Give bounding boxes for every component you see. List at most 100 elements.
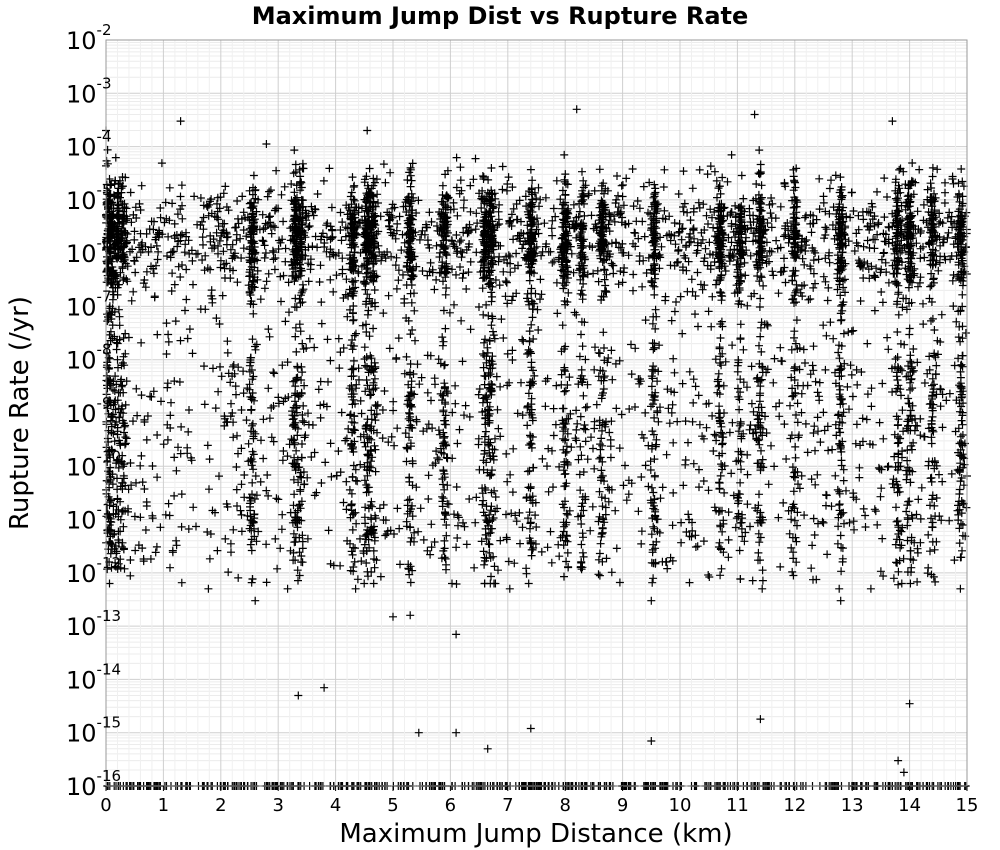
data-point (250, 495, 259, 503)
data-point (790, 299, 798, 307)
data-point (299, 285, 308, 294)
data-point (321, 458, 330, 467)
data-point (112, 345, 121, 354)
data-point (453, 211, 462, 220)
data-point (115, 436, 124, 445)
data-point (348, 550, 357, 559)
data-point (565, 373, 574, 382)
data-point (190, 192, 199, 201)
data-point (695, 465, 703, 474)
data-point (199, 240, 207, 249)
data-point (106, 379, 115, 388)
data-point (292, 347, 301, 356)
data-point (295, 548, 304, 557)
data-point (103, 434, 112, 443)
data-point (252, 537, 261, 546)
data-point (360, 343, 369, 352)
data-point (248, 224, 257, 233)
data-point (647, 483, 656, 492)
data-point (137, 338, 146, 347)
data-point (105, 579, 114, 588)
data-point (103, 159, 112, 168)
data-point (739, 194, 748, 203)
data-point (114, 305, 123, 314)
data-point (958, 290, 967, 299)
data-point (239, 208, 248, 217)
data-point (259, 237, 268, 246)
data-point (406, 360, 415, 368)
data-point (226, 378, 235, 387)
data-point (283, 584, 292, 593)
data-point (549, 431, 558, 440)
data-point (297, 238, 306, 247)
data-point (348, 510, 357, 519)
data-point (293, 515, 302, 524)
data-point (600, 344, 608, 352)
data-point (508, 346, 517, 355)
data-point (595, 165, 604, 174)
data-point (115, 312, 124, 321)
data-point (905, 324, 914, 333)
data-point (595, 549, 604, 558)
data-point (576, 412, 585, 421)
data-point (288, 261, 297, 270)
data-point (669, 488, 678, 497)
data-point (103, 458, 112, 466)
data-point (118, 262, 127, 271)
data-point (116, 555, 125, 564)
data-point (442, 560, 450, 569)
data-point (248, 375, 257, 384)
data-points (102, 105, 971, 790)
data-point (394, 334, 403, 343)
data-point (590, 365, 599, 374)
data-point (928, 381, 936, 390)
data-point (371, 416, 380, 425)
data-point (674, 190, 683, 198)
data-point (895, 165, 904, 174)
data-point (547, 558, 556, 567)
data-point (111, 153, 120, 162)
data-point (859, 215, 868, 224)
data-point (423, 388, 432, 397)
data-point (577, 330, 585, 339)
data-point (400, 369, 409, 378)
data-point (612, 404, 621, 413)
data-point (637, 527, 646, 536)
data-point (608, 375, 617, 384)
data-point (352, 519, 361, 528)
data-point (108, 530, 117, 539)
data-point (509, 444, 518, 453)
data-point (347, 188, 356, 197)
data-point (815, 396, 824, 405)
data-point (297, 362, 306, 371)
data-point (494, 424, 503, 433)
data-point (394, 276, 403, 285)
data-point (244, 281, 253, 290)
data-point (433, 454, 442, 462)
data-point (587, 211, 596, 220)
data-point (108, 321, 117, 330)
data-point (920, 379, 929, 387)
data-point (752, 180, 761, 188)
data-point (121, 440, 129, 449)
data-point (414, 527, 423, 536)
data-point (685, 367, 694, 376)
data-point (716, 189, 725, 198)
data-point (293, 566, 302, 575)
data-point (298, 339, 307, 348)
data-point (755, 303, 764, 311)
data-point (576, 289, 585, 298)
data-point (407, 298, 416, 307)
data-point (120, 564, 129, 573)
data-point (597, 466, 606, 475)
data-point (298, 544, 307, 553)
data-point (440, 536, 449, 545)
data-point (578, 291, 587, 299)
data-point (106, 327, 115, 336)
data-point (163, 379, 172, 388)
data-point (646, 466, 655, 474)
data-point (835, 584, 844, 593)
data-point (772, 236, 781, 245)
data-point (199, 213, 208, 222)
data-point (376, 572, 385, 581)
